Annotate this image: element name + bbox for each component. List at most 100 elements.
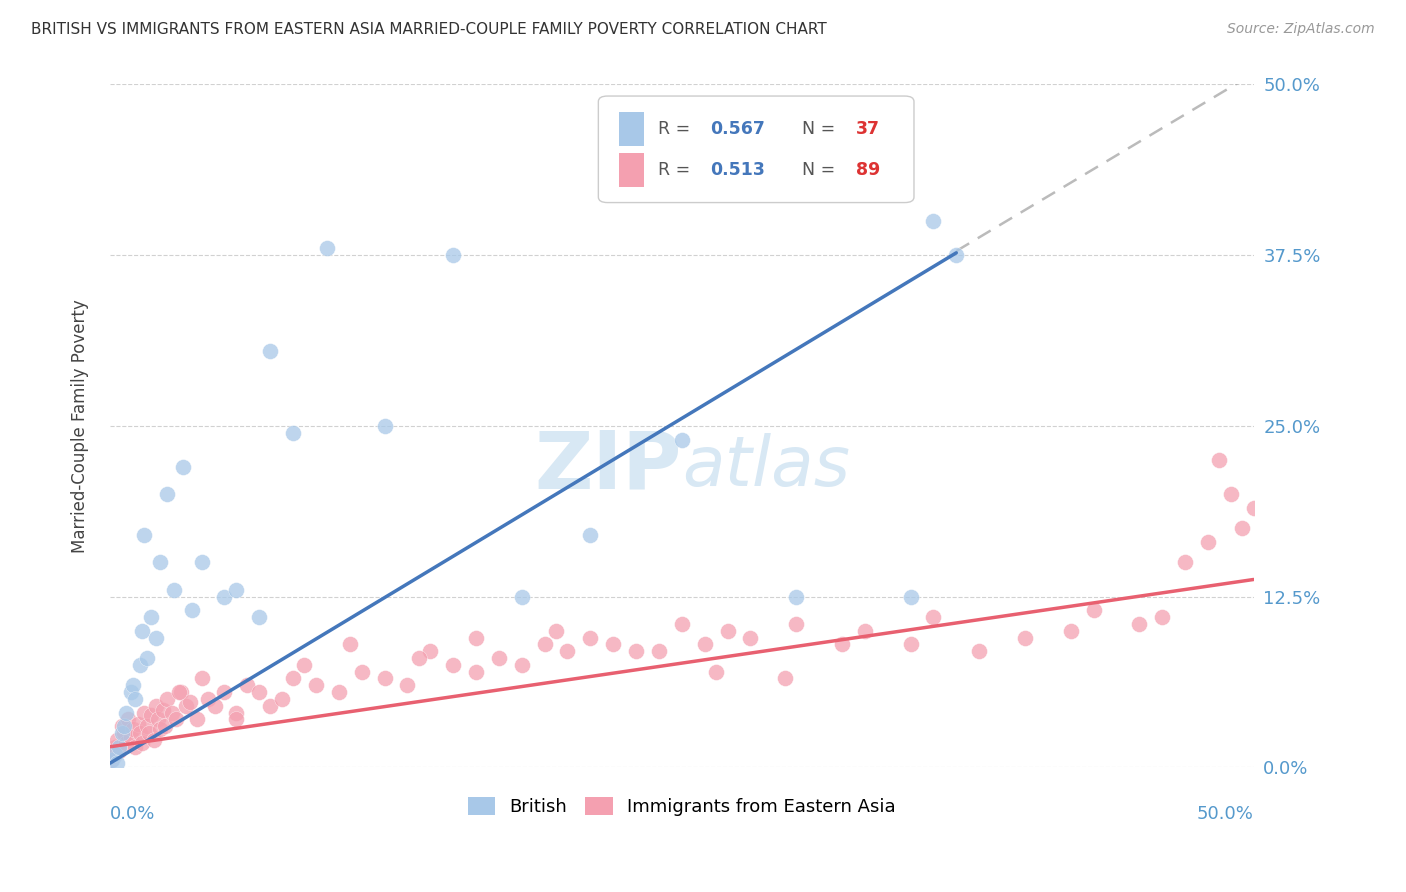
Point [339, 637, 361, 651]
Point [112, 719, 135, 733]
Point [204, 698, 226, 713]
Point [110, 719, 132, 733]
Text: 50.0%: 50.0% [1197, 805, 1254, 822]
Point [179, 695, 201, 709]
Point [716, 624, 738, 638]
Point [141, 610, 163, 624]
Text: 0.567: 0.567 [710, 120, 765, 138]
Point [127, 716, 149, 731]
Point [259, 698, 281, 713]
Point [160, 706, 183, 720]
Point [108, 739, 131, 754]
Point [128, 657, 150, 672]
Text: R =: R = [658, 161, 696, 178]
Bar [619, 112, 644, 146]
Point [225, 713, 247, 727]
Point [281, 672, 304, 686]
Point [152, 703, 174, 717]
Point [396, 678, 419, 692]
FancyBboxPatch shape [599, 96, 914, 202]
Point [270, 692, 292, 706]
Point [693, 637, 716, 651]
Point [214, 590, 236, 604]
Point [900, 637, 922, 651]
Point [671, 616, 693, 631]
Text: 37: 37 [856, 120, 880, 138]
Point [167, 685, 190, 699]
Point [145, 698, 167, 713]
Point [190, 556, 212, 570]
Point [1230, 521, 1253, 535]
Point [142, 733, 165, 747]
Point [120, 685, 142, 699]
Point [648, 644, 671, 658]
Point [853, 624, 876, 638]
Text: 0.0%: 0.0% [110, 805, 156, 822]
Point [945, 248, 967, 262]
Point [115, 736, 138, 750]
Point [172, 459, 194, 474]
Point [373, 418, 395, 433]
Point [101, 753, 124, 767]
Point [785, 616, 807, 631]
Point [225, 582, 247, 597]
Point [197, 692, 219, 706]
Text: 89: 89 [856, 161, 880, 178]
Point [294, 657, 316, 672]
Point [281, 425, 304, 440]
Text: 0.513: 0.513 [710, 161, 765, 178]
Point [247, 610, 270, 624]
Point [149, 722, 172, 736]
Text: BRITISH VS IMMIGRANTS FROM EASTERN ASIA MARRIED-COUPLE FAMILY POVERTY CORRELATIO: BRITISH VS IMMIGRANTS FROM EASTERN ASIA … [31, 22, 827, 37]
Point [149, 556, 172, 570]
Point [579, 528, 602, 542]
Point [1014, 631, 1036, 645]
Point [1174, 556, 1197, 570]
Point [153, 719, 176, 733]
Point [922, 214, 945, 228]
Point [350, 665, 373, 679]
Point [170, 685, 193, 699]
Point [624, 644, 647, 658]
Point [124, 739, 146, 754]
Point [259, 343, 281, 358]
Point [190, 672, 212, 686]
Point [328, 685, 350, 699]
Point [1083, 603, 1105, 617]
Point [544, 624, 567, 638]
Point [704, 665, 727, 679]
Point [441, 248, 464, 262]
Bar [619, 153, 644, 186]
Point [225, 706, 247, 720]
Point [138, 726, 160, 740]
Text: atlas: atlas [682, 434, 849, 500]
Point [135, 651, 157, 665]
Point [671, 433, 693, 447]
Legend: British, Immigrants from Eastern Asia: British, Immigrants from Eastern Asia [461, 789, 903, 823]
Point [131, 736, 153, 750]
Point [135, 719, 157, 733]
Point [305, 678, 328, 692]
Point [163, 582, 186, 597]
Text: Source: ZipAtlas.com: Source: ZipAtlas.com [1227, 22, 1375, 37]
Point [117, 713, 139, 727]
Point [103, 749, 125, 764]
Point [967, 644, 990, 658]
Point [214, 685, 236, 699]
Text: R =: R = [658, 120, 696, 138]
Point [465, 631, 488, 645]
Point [105, 756, 128, 771]
Point [186, 713, 208, 727]
Point [740, 631, 762, 645]
Point [785, 590, 807, 604]
Point [115, 706, 138, 720]
Point [900, 590, 922, 604]
Point [773, 672, 796, 686]
Point [112, 726, 135, 740]
Text: N =: N = [801, 161, 841, 178]
Point [488, 651, 510, 665]
Point [128, 726, 150, 740]
Point [1243, 500, 1265, 515]
Point [124, 692, 146, 706]
Point [120, 730, 142, 744]
